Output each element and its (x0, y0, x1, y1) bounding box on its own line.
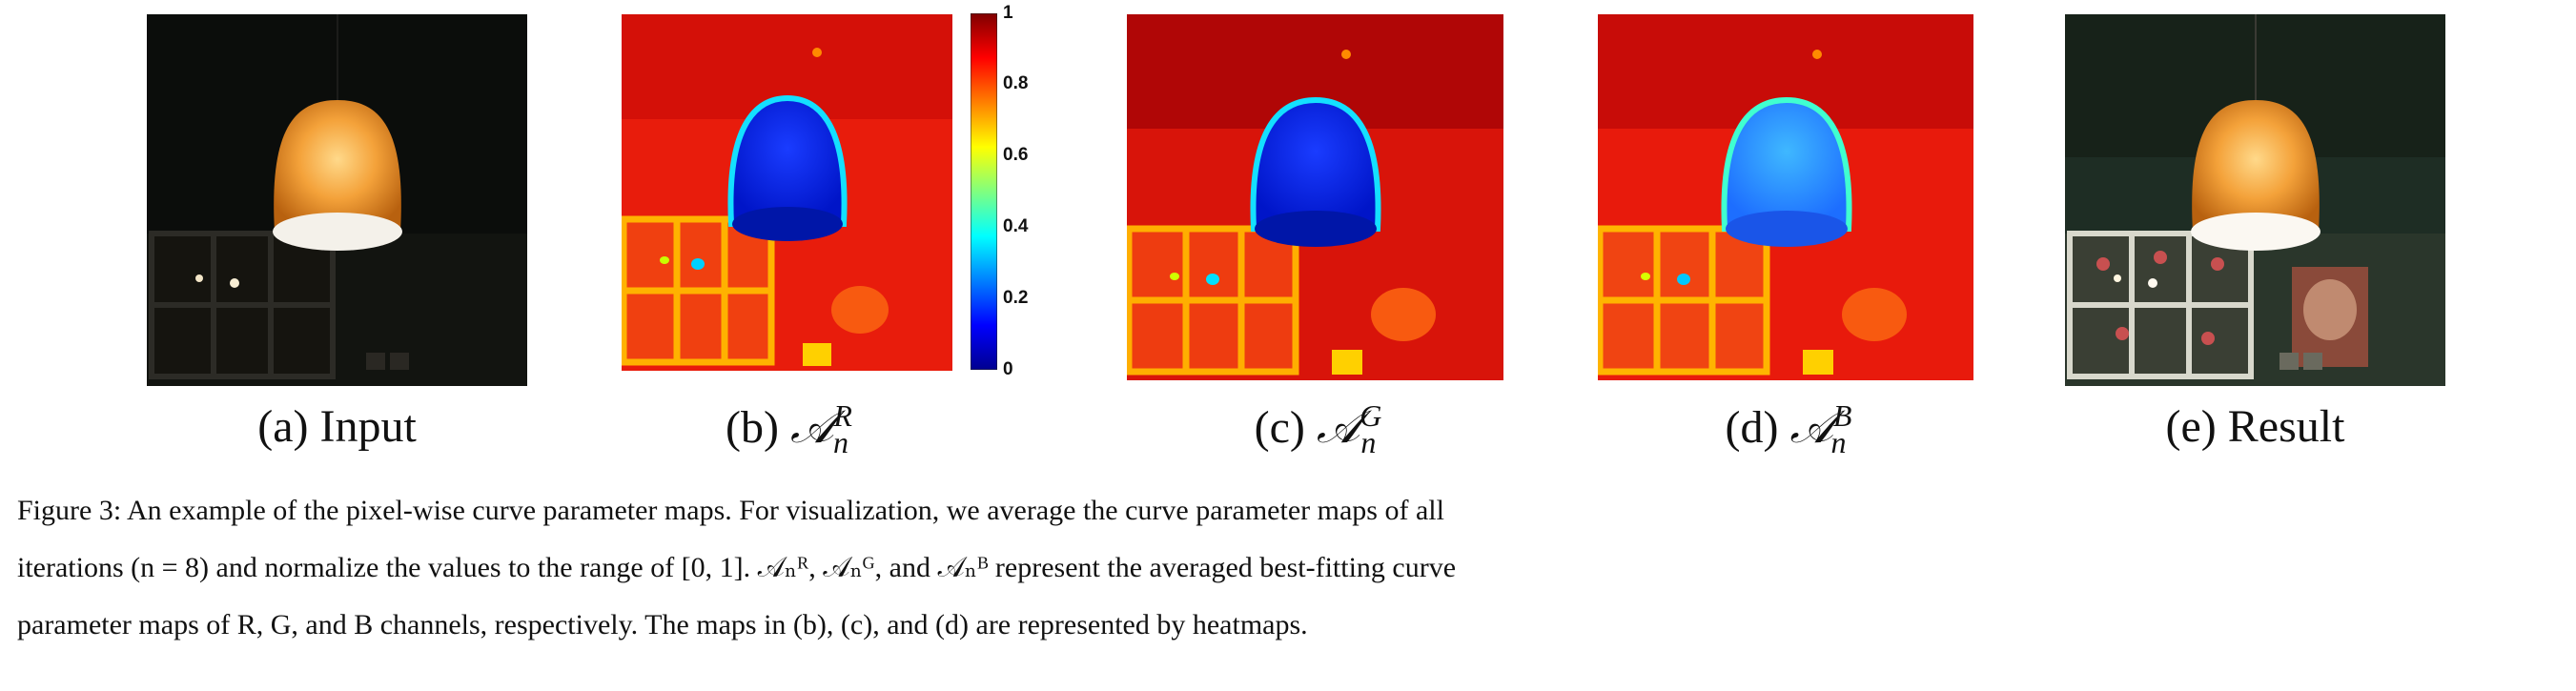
window-frame (149, 231, 336, 379)
subcaption-text: (e) Result (2165, 401, 2345, 452)
colorbar-tick: 0.2 (1003, 288, 1029, 308)
subcaption-a: (a) Input (147, 398, 527, 456)
input-image (147, 14, 527, 386)
subcaption-prefix: (d) (1725, 402, 1779, 453)
subscript: n (1830, 424, 1847, 459)
colorbar-tick: 0.8 (1003, 73, 1029, 93)
subcaption-text: (a) Input (257, 401, 417, 452)
caption-line: Figure 3: An example of the pixel-wise c… (17, 495, 1444, 526)
heatmap-r (622, 14, 952, 371)
caption-line: parameter maps of R, G, and B channels, … (17, 609, 1308, 640)
subcaption-b: (b) 𝒜Rn (622, 398, 952, 459)
math-symbol: 𝒜 (1789, 400, 1833, 454)
superscript: B (1832, 398, 1852, 433)
colorbar-tick: 1 (1003, 3, 1013, 23)
subcaption-prefix: (b) (726, 402, 779, 453)
subscript: n (832, 424, 848, 459)
subcaption-prefix: (c) (1254, 402, 1305, 453)
math-symbol: 𝒜 (790, 400, 834, 454)
lamp-shade (2192, 100, 2320, 232)
subscript: n (1360, 424, 1377, 459)
subcaption-d: (d) 𝒜Bn (1598, 398, 1973, 459)
subcaption-c: (c) 𝒜Gn (1127, 398, 1503, 459)
heatmap-b (1598, 14, 1973, 380)
colorbar (971, 13, 997, 370)
colorbar-tick: 0.4 (1003, 216, 1029, 236)
superscript: G (1360, 398, 1382, 433)
math-symbol: 𝒜 (1316, 400, 1360, 454)
figure-caption: Figure 3: An example of the pixel-wise c… (17, 482, 2561, 654)
colorbar-tick: 0 (1003, 359, 1013, 379)
heatmap-g (1127, 14, 1503, 380)
subcaption-e: (e) Result (2065, 398, 2445, 456)
colorbar-tick: 0.6 (1003, 145, 1029, 165)
result-image (2065, 14, 2445, 386)
caption-line: iterations (n = 8) and normalize the val… (17, 552, 1457, 583)
lamp-shade (274, 100, 401, 232)
superscript: R (833, 398, 852, 433)
